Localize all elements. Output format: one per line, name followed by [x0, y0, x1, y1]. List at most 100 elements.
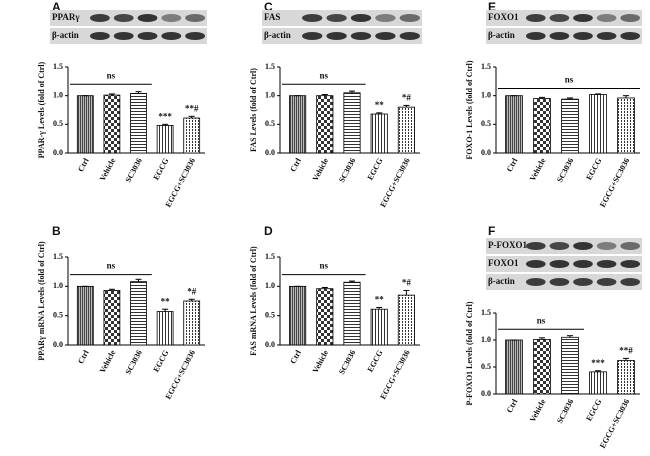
y-tick-label: 0.0: [481, 389, 491, 398]
blot-band: [161, 14, 182, 22]
bar: [103, 290, 121, 346]
bar: [130, 92, 147, 154]
blot-band: [596, 260, 617, 268]
y-tick-label: 0.0: [265, 340, 275, 349]
bar: [316, 288, 334, 346]
panel-letter: D: [264, 224, 273, 238]
x-tick-label: Vehicle: [98, 348, 118, 374]
bar: [76, 95, 94, 154]
blot-label: β-actin: [488, 276, 515, 286]
y-axis-label: P-FOXO1 Levels (fold of Ctrl): [465, 301, 474, 405]
blot-band: [113, 14, 134, 22]
y-tick-label: 0.5: [53, 119, 63, 128]
x-tick-label: EGCG: [366, 157, 385, 182]
blot-label: PPARγ: [52, 12, 80, 22]
y-axis-label: FOXO-1 Levels (fold of Ctrl): [465, 60, 474, 159]
panel-letter: A: [52, 0, 61, 14]
ns-label: ns: [320, 261, 329, 271]
y-tick-label: 0.0: [265, 148, 275, 157]
blot-band: [302, 32, 323, 40]
bar: [533, 98, 551, 154]
blot-band: [350, 32, 372, 40]
significance: ***: [591, 358, 605, 368]
blot-band: [620, 32, 641, 40]
bar: [130, 281, 147, 346]
x-tick-label: EGCG: [151, 157, 170, 182]
x-tick-label: Vehicle: [528, 397, 548, 423]
y-tick-label: 0.5: [481, 362, 491, 371]
blot-label: FOXO1: [488, 12, 519, 22]
blot-band: [525, 260, 546, 268]
x-tick-label: SC3036: [337, 157, 357, 184]
significance: **#: [619, 345, 633, 355]
x-tick-label: Vehicle: [311, 156, 331, 182]
ns-label: ns: [107, 261, 116, 271]
blot-band: [375, 14, 396, 22]
blot-label: FAS: [264, 12, 280, 22]
y-tick-label: 1.0: [481, 335, 491, 344]
ns-label: ns: [537, 315, 546, 325]
bar: [343, 92, 361, 154]
blot-band: [573, 242, 593, 250]
panel-letter: B: [52, 224, 61, 238]
x-tick-label: SC3036: [555, 398, 575, 425]
blot-band: [350, 14, 372, 22]
x-tick-label: Vehicle: [528, 156, 548, 182]
ns-label: ns: [565, 75, 574, 85]
significance: **: [161, 296, 171, 306]
blot-band: [326, 32, 347, 40]
ns-label: ns: [107, 70, 116, 80]
x-tick-label: Ctrl: [505, 156, 520, 173]
y-tick-label: 1.5: [481, 308, 491, 317]
blot-band: [113, 32, 134, 40]
blot-band: [573, 32, 593, 40]
y-tick-label: 0.5: [53, 310, 63, 319]
bar: [397, 106, 415, 154]
blot-band: [573, 14, 593, 22]
y-tick-label: 1.5: [53, 252, 63, 261]
blot-band: [549, 260, 570, 268]
bar: [561, 336, 579, 395]
blot-label: β-actin: [488, 30, 515, 40]
bar: [505, 339, 523, 395]
panel-letter: C: [264, 0, 273, 14]
x-tick-label: EGCG: [366, 349, 385, 374]
bar: [370, 308, 388, 346]
y-tick-label: 0.5: [265, 119, 275, 128]
significance: ***: [158, 111, 172, 121]
x-tick-label: Ctrl: [76, 348, 91, 365]
x-tick-label: Ctrl: [288, 156, 303, 173]
blot-band: [596, 242, 617, 250]
blot-band: [185, 32, 206, 40]
y-tick-label: 0.0: [53, 148, 63, 157]
y-tick-label: 1.0: [265, 281, 275, 290]
bar: [589, 371, 607, 395]
blot-band: [573, 278, 593, 286]
bar: [617, 97, 635, 154]
y-tick-label: 1.5: [265, 252, 275, 261]
y-tick-label: 1.0: [53, 281, 63, 290]
significance: **: [375, 100, 385, 110]
blot-band: [525, 242, 546, 250]
x-tick-label: EGCG+SC3036: [378, 349, 411, 401]
blot-band: [89, 32, 110, 40]
blot-band: [185, 14, 206, 22]
bar: [397, 294, 415, 346]
x-tick-label: SC3036: [124, 157, 144, 184]
y-tick-label: 1.5: [481, 62, 491, 71]
significance: *#: [402, 92, 412, 102]
x-tick-label: EGCG+SC3036: [164, 349, 197, 401]
bar: [533, 339, 551, 395]
bar: [156, 311, 174, 346]
x-tick-label: EGCG: [584, 398, 603, 423]
blot-band: [525, 32, 546, 40]
blot-label: P-FOXO1: [488, 240, 527, 250]
blot-band: [161, 32, 182, 40]
significance: *#: [402, 278, 412, 288]
bar: [289, 285, 307, 346]
x-tick-label: EGCG: [151, 349, 170, 374]
blot-band: [89, 14, 110, 22]
blot-band: [302, 14, 323, 22]
bar: [156, 125, 174, 154]
